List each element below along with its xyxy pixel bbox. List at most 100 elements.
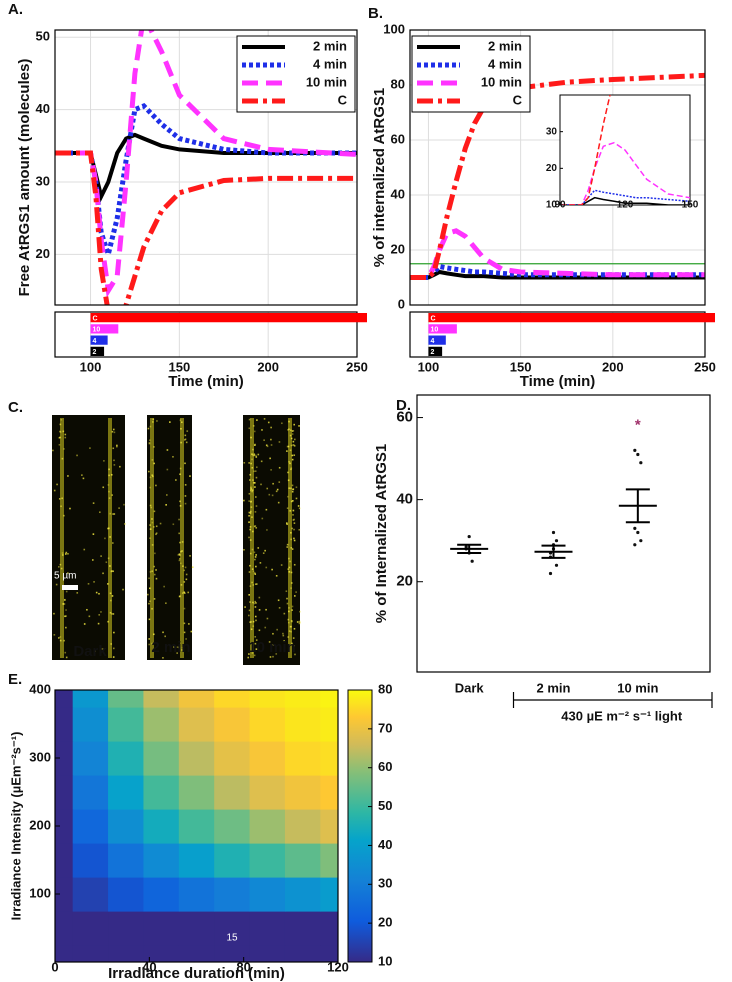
pulse-bar (90, 335, 108, 345)
heat-cell (108, 809, 145, 844)
membrane (250, 418, 254, 658)
pulse-bar (428, 346, 443, 356)
speckle (248, 427, 251, 430)
speckle (293, 423, 295, 426)
speckle (103, 460, 105, 462)
speckle (251, 458, 253, 461)
speckle (149, 486, 151, 489)
inset-x-tick-label: 90 (554, 200, 566, 211)
speckle (281, 422, 283, 425)
speckle (261, 517, 264, 520)
series-group (410, 72, 705, 280)
speckle (113, 431, 116, 434)
speckle (149, 524, 151, 526)
speckle (184, 566, 187, 569)
speckle (266, 445, 269, 448)
heat-cell (320, 911, 338, 946)
speckle (178, 553, 181, 555)
speckle (290, 531, 292, 534)
speckle (248, 418, 251, 421)
speckle (179, 500, 181, 503)
speckle (265, 566, 268, 569)
speckle (76, 592, 79, 594)
speckle (267, 421, 270, 424)
heat-cell (143, 809, 180, 844)
speckle (250, 628, 253, 631)
speckle (292, 488, 294, 491)
speckle (286, 507, 289, 510)
data-point (467, 534, 471, 539)
speckle (89, 447, 91, 449)
speckle (290, 625, 292, 628)
speckle (188, 623, 190, 625)
heat-cell (143, 843, 180, 878)
speckle (266, 617, 269, 620)
speckle (147, 427, 150, 430)
speckle (94, 650, 96, 652)
speckle (149, 587, 151, 590)
speckle (58, 436, 61, 439)
speckle (289, 625, 292, 628)
pulse-bar (428, 324, 457, 334)
speckle (288, 557, 290, 560)
speckle (249, 552, 252, 555)
pulse-label: 4 (430, 338, 434, 345)
speckle (291, 527, 293, 530)
speckle (147, 593, 149, 596)
speckle (102, 572, 104, 575)
speckle (182, 592, 184, 594)
speckle (255, 476, 258, 479)
speckle (108, 497, 111, 499)
speckle (268, 641, 271, 643)
data-point (633, 543, 637, 547)
speckle (166, 494, 168, 496)
pulse-bar (90, 346, 105, 356)
speckle (155, 484, 157, 487)
speckle (249, 526, 252, 528)
speckle (52, 449, 54, 452)
speckle (265, 508, 268, 511)
pulse-bar (90, 324, 119, 334)
colorbar (347, 689, 373, 963)
speckle (109, 611, 112, 614)
speckle (286, 546, 289, 548)
speckle (181, 550, 183, 552)
speckle (299, 610, 301, 613)
speckle (254, 470, 257, 472)
speckle (53, 489, 56, 492)
speckle (293, 522, 296, 524)
speckle (248, 462, 250, 464)
heat-cell (72, 690, 109, 708)
speckle (292, 440, 295, 443)
data-point (633, 448, 637, 452)
y-tick-label: 40 (396, 491, 413, 508)
speckle (253, 525, 256, 528)
heat-cell (320, 945, 338, 962)
speckle (299, 621, 301, 624)
speckle (249, 479, 251, 481)
speckle (112, 613, 115, 615)
speckle (153, 446, 155, 448)
pulse-label: 4 (93, 338, 97, 345)
speckle (282, 632, 284, 635)
fluorescence (52, 418, 301, 659)
legend-label: C (513, 92, 523, 107)
speckle (278, 607, 281, 609)
caption: 10 min (248, 639, 296, 656)
speckle (179, 541, 181, 544)
speckle (293, 645, 295, 647)
heat-cell (55, 843, 74, 878)
speckle (86, 608, 88, 611)
heat-cell (108, 741, 145, 776)
heat-cell (284, 809, 321, 844)
speckle (152, 418, 155, 421)
y-tick-label: 60 (396, 409, 413, 426)
speckle (293, 563, 296, 566)
speckle (290, 467, 293, 469)
speckle (272, 632, 274, 635)
heat-cell (249, 809, 286, 844)
speckle (286, 450, 288, 452)
speckle (291, 642, 293, 645)
speckle (249, 528, 252, 531)
speckle (183, 631, 186, 634)
